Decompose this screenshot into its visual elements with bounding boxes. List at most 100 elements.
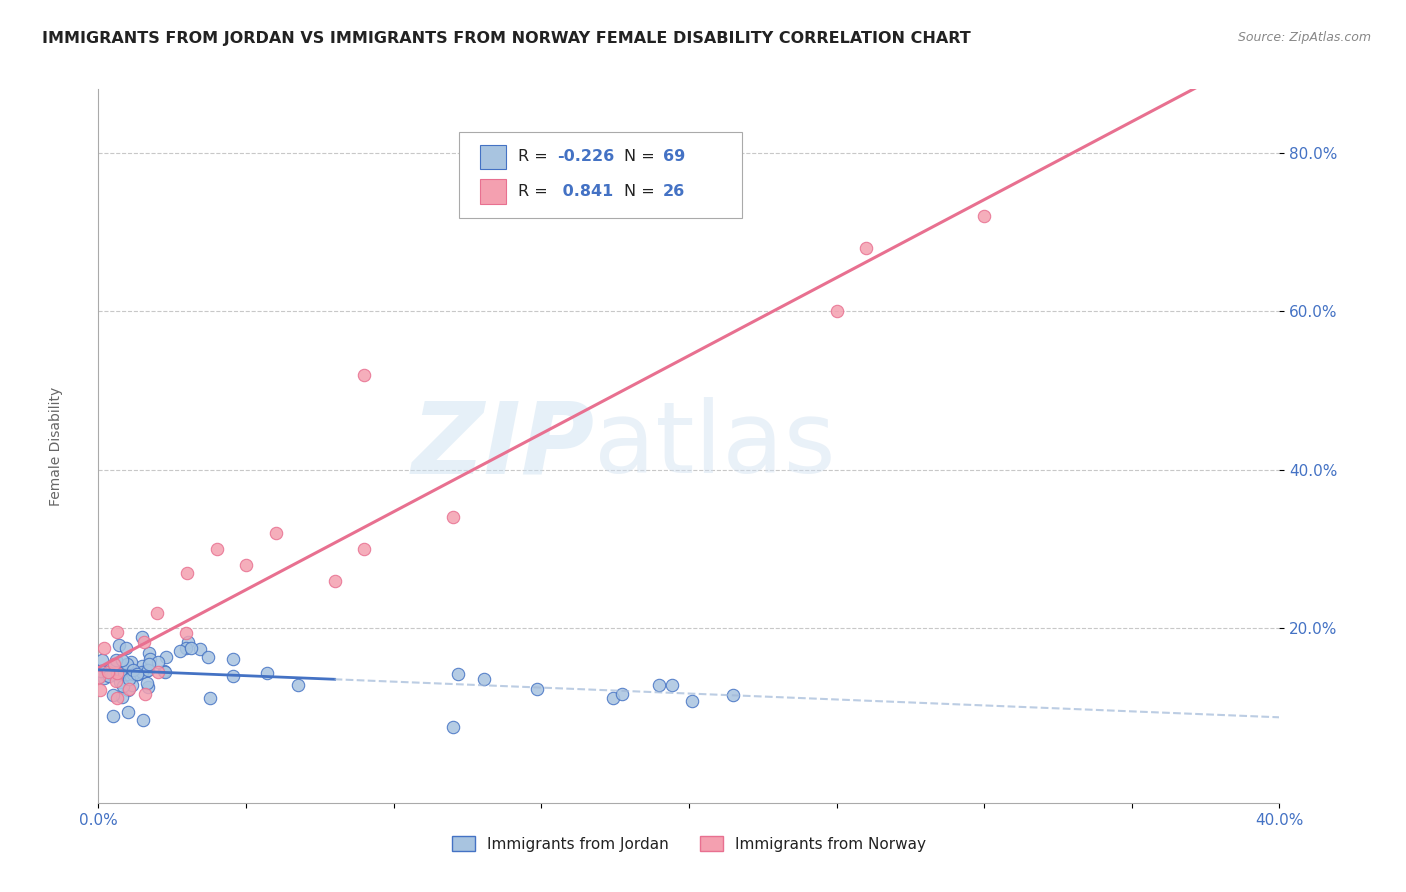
Point: [447, 667, 470, 681]
Text: -0.226: -0.226: [557, 150, 614, 164]
Point: [174, 626, 197, 640]
Point: [127, 666, 149, 681]
Point: [90, 653, 112, 667]
Point: [115, 641, 138, 656]
Text: Female Disability: Female Disability: [49, 386, 63, 506]
Point: [134, 687, 156, 701]
Text: ZIP: ZIP: [412, 398, 595, 494]
Point: [441, 721, 464, 735]
Point: [131, 665, 153, 680]
Point: [526, 681, 548, 696]
Point: [89, 682, 111, 697]
Point: [153, 664, 176, 678]
Point: [197, 650, 219, 665]
Point: [198, 690, 221, 705]
Point: [855, 241, 877, 255]
Point: [100, 659, 122, 673]
Point: [148, 665, 170, 679]
FancyBboxPatch shape: [458, 132, 742, 218]
Point: [111, 690, 134, 704]
Point: [118, 672, 141, 686]
Point: [177, 635, 200, 649]
Text: N =: N =: [624, 150, 659, 164]
Point: [103, 708, 125, 723]
Point: [353, 542, 375, 557]
Point: [138, 646, 160, 660]
Point: [973, 209, 995, 223]
Point: [441, 510, 464, 524]
Point: [155, 649, 177, 664]
Point: [110, 665, 132, 680]
Point: [610, 687, 633, 701]
Point: [180, 640, 202, 655]
Point: [235, 558, 257, 572]
Text: 69: 69: [664, 150, 685, 164]
Point: [139, 652, 162, 666]
Point: [132, 713, 155, 727]
Point: [117, 657, 139, 671]
Point: [110, 675, 132, 690]
Point: [135, 664, 157, 678]
Point: [93, 640, 115, 655]
Point: [146, 606, 169, 620]
Point: [103, 661, 125, 675]
Point: [681, 693, 703, 707]
Point: [131, 631, 153, 645]
Point: [153, 665, 176, 680]
Point: [205, 542, 228, 557]
Text: 0.841: 0.841: [557, 184, 613, 199]
Point: [104, 674, 127, 689]
Point: [264, 526, 287, 541]
Point: [131, 659, 153, 673]
Point: [93, 671, 115, 685]
Legend: Immigrants from Jordan, Immigrants from Norway: Immigrants from Jordan, Immigrants from …: [444, 828, 934, 859]
Point: [110, 653, 132, 667]
Point: [118, 661, 141, 675]
Text: R =: R =: [517, 184, 553, 199]
Text: atlas: atlas: [595, 398, 837, 494]
Point: [648, 678, 671, 692]
Point: [89, 665, 111, 679]
Point: [103, 688, 125, 702]
Point: [474, 673, 496, 687]
Point: [117, 683, 139, 698]
Point: [138, 657, 160, 672]
Point: [97, 665, 120, 679]
Point: [120, 656, 142, 670]
Point: [121, 677, 143, 691]
Point: [323, 574, 346, 588]
Point: [94, 668, 117, 682]
Point: [132, 634, 155, 648]
Point: [602, 691, 624, 706]
Point: [89, 669, 111, 683]
Point: [105, 653, 128, 667]
Point: [107, 638, 129, 652]
Point: [103, 657, 125, 672]
Point: [135, 675, 157, 690]
Point: [90, 664, 112, 678]
Point: [721, 688, 744, 702]
Point: [136, 680, 159, 694]
Point: [111, 680, 134, 694]
Point: [176, 566, 198, 580]
Point: [108, 668, 131, 682]
Point: [146, 655, 169, 669]
Point: [825, 304, 848, 318]
Point: [287, 678, 309, 692]
Text: Source: ZipAtlas.com: Source: ZipAtlas.com: [1237, 31, 1371, 45]
Text: N =: N =: [624, 184, 659, 199]
Point: [222, 652, 245, 666]
Point: [118, 682, 141, 697]
Point: [136, 663, 159, 677]
Text: R =: R =: [517, 150, 553, 164]
Point: [169, 644, 191, 658]
Point: [117, 667, 139, 681]
Point: [105, 691, 128, 706]
Point: [105, 624, 128, 639]
Point: [122, 666, 145, 681]
Text: 26: 26: [664, 184, 685, 199]
Point: [127, 667, 149, 681]
Point: [188, 642, 211, 657]
Point: [121, 664, 143, 678]
Point: [103, 657, 125, 671]
